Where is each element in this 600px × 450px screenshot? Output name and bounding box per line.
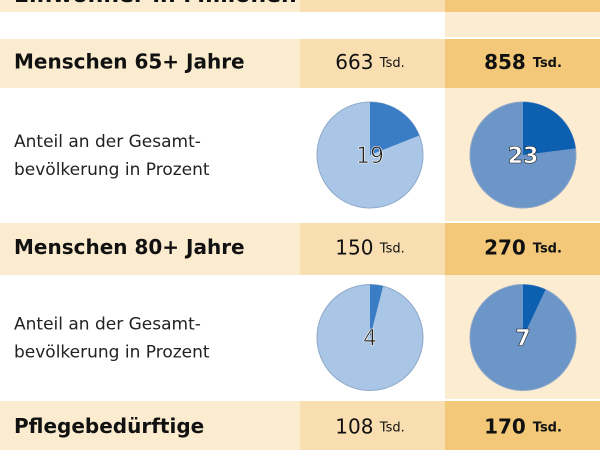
cell-value: 150 Tsd.: [335, 235, 405, 259]
cell-unit: Tsd.: [533, 56, 562, 71]
row-label: Pflegebedürftige: [14, 414, 204, 438]
pie-label: 19: [356, 144, 384, 169]
cell-value: 170 Tsd.: [484, 414, 562, 438]
row-label: bevölkerung in Prozent: [14, 160, 210, 180]
pie-label: 7: [515, 327, 530, 352]
row-label: Menschen 65+ Jahre: [14, 50, 245, 74]
row-band: [445, 38, 600, 88]
row-label: Anteil an der Gesamt-: [14, 132, 201, 152]
header-band: [300, 0, 445, 12]
row-label: Anteil an der Gesamt-: [14, 315, 201, 335]
cell-unit: Tsd.: [379, 56, 405, 71]
cell-number: 858: [484, 50, 526, 74]
pie-slice: [370, 101, 420, 155]
pie-slice: [523, 102, 576, 155]
header-label: Einwohner in Millionen: [14, 0, 297, 8]
header-band: [445, 0, 600, 12]
cell-unit: Tsd.: [533, 420, 562, 435]
row-band: [300, 38, 445, 88]
cell-value: 108 Tsd.: [335, 414, 405, 438]
cell-unit: Tsd.: [379, 420, 405, 435]
row-band: [300, 400, 445, 450]
row-label: Menschen 80+ Jahre: [14, 235, 245, 259]
row-band: [0, 400, 300, 450]
pie-slice: [523, 284, 546, 338]
pie-slice: [370, 284, 384, 338]
cell-number: 170: [484, 414, 526, 438]
row-band: [300, 222, 445, 275]
row-band: [0, 38, 300, 88]
row-label: bevölkerung in Prozent: [14, 343, 210, 363]
pie-label: 4: [363, 327, 377, 352]
cell-number: 150: [335, 235, 373, 259]
row-band: [0, 222, 300, 275]
cell-number: 663: [335, 50, 373, 74]
cell-unit: Tsd.: [379, 241, 405, 256]
row-band: [445, 400, 600, 450]
pie-label: 23: [508, 144, 539, 169]
header-band: [0, 0, 300, 12]
cell-unit: Tsd.: [533, 241, 562, 256]
cell-number: 108: [335, 414, 373, 438]
row-band: [445, 222, 600, 275]
cell-value: 663 Tsd.: [335, 50, 405, 74]
cell-number: 270: [484, 235, 526, 259]
cell-value: 270 Tsd.: [484, 235, 562, 259]
cell-value: 858 Tsd.: [484, 50, 562, 74]
